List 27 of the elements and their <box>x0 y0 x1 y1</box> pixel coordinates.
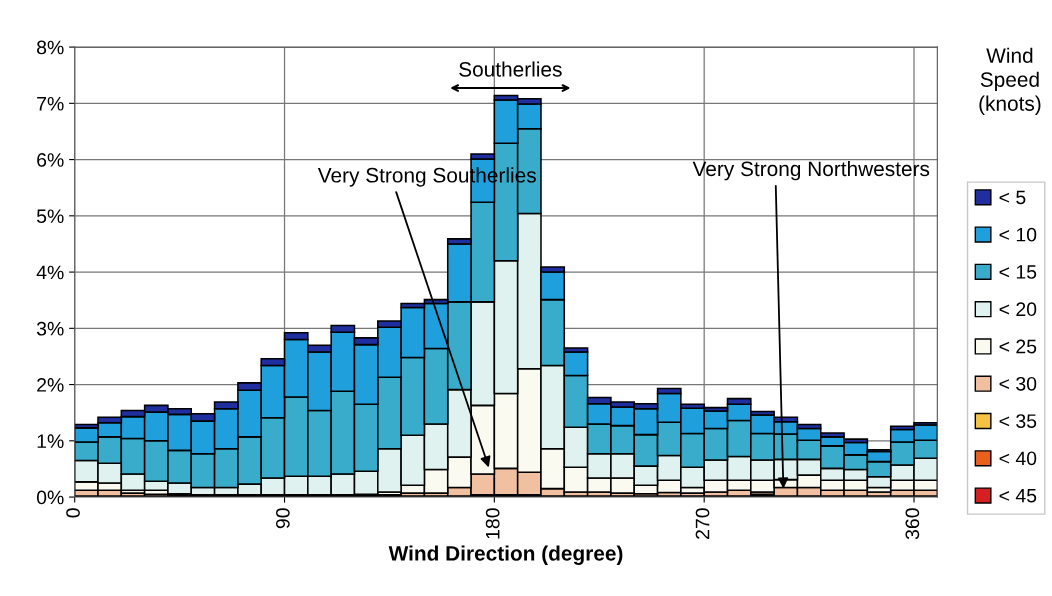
legend-label: < 15 <box>999 265 1037 279</box>
x-tick-label: 180 <box>485 508 500 539</box>
y-tick-label: 5% <box>36 209 64 224</box>
x-tick-label: 360 <box>905 508 920 540</box>
y-tick-label: 0% <box>36 490 64 505</box>
legend-label: < 20 <box>999 302 1037 317</box>
y-tick-label: 3% <box>36 321 64 336</box>
legend-label: < 35 <box>999 414 1037 428</box>
x-tick-label: 270 <box>695 508 710 539</box>
y-tick-label: 1% <box>37 434 64 448</box>
x-axis-title: Wind Direction (degree) <box>388 545 623 565</box>
legend-label: < 40 <box>999 451 1037 466</box>
legend-title: Wind Speed (knots) <box>979 47 1041 115</box>
y-tick-label: 7% <box>37 96 64 111</box>
y-tick-label: 2% <box>37 378 64 392</box>
y-tick-label: 4% <box>36 265 64 280</box>
annotation: Very Strong Northwesters <box>692 160 930 181</box>
y-tick-label: 8% <box>37 40 64 55</box>
x-tick-label: 90 <box>275 508 290 529</box>
legend-label: < 45 <box>999 488 1037 503</box>
legend-label: < 10 <box>999 227 1037 242</box>
y-tick-label: 6% <box>37 153 64 167</box>
legend-label: < 30 <box>999 376 1037 391</box>
legend-label: < 5 <box>999 190 1026 205</box>
annotation: Southerlies <box>459 61 562 77</box>
x-tick-label: 0 <box>66 508 80 518</box>
legend-label: < 25 <box>999 339 1037 354</box>
